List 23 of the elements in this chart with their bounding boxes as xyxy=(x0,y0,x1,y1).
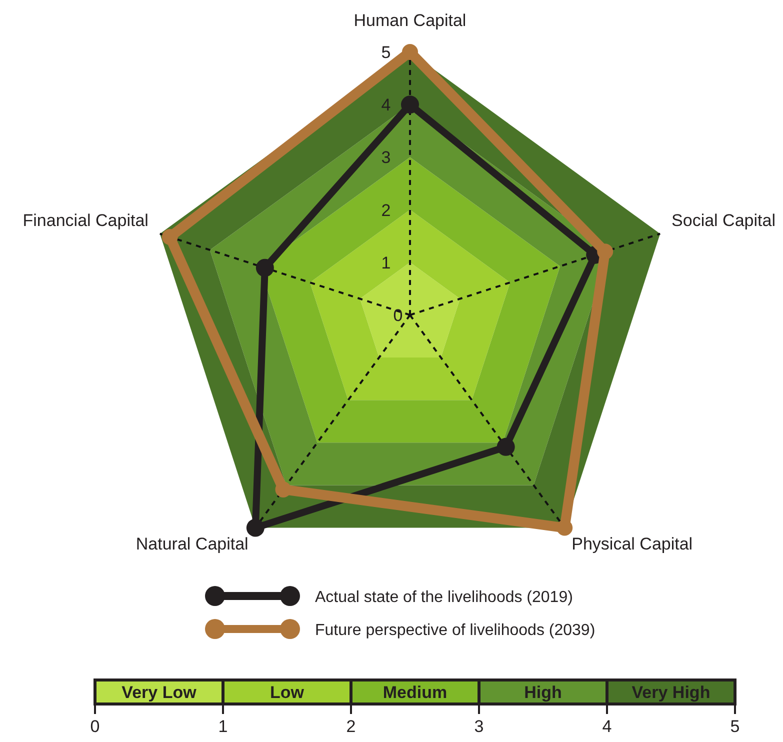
x-tick-label: 0 xyxy=(90,717,100,736)
series-label: Low xyxy=(270,683,305,702)
x-tick-label: 1 xyxy=(218,717,228,736)
x-tick-label: 4 xyxy=(602,717,612,736)
spoke-label: Financial Capital xyxy=(22,211,148,230)
series-label: High xyxy=(524,683,562,702)
y-tick-label: 5 xyxy=(381,43,391,62)
y-tick-label: 2 xyxy=(381,200,391,220)
legend-label: Actual state of the livelihoods (2019) xyxy=(315,589,573,606)
legend-label: Future perspective of livelihoods (2039) xyxy=(315,622,596,639)
x-tick-label: 3 xyxy=(474,717,484,736)
x-tick-label: 2 xyxy=(346,717,356,736)
x-tick-label: 5 xyxy=(730,717,740,736)
y-tick-label: 1 xyxy=(381,253,391,272)
series-label: Very High xyxy=(632,683,710,702)
series-label: Very Low xyxy=(122,683,198,702)
spoke-label: Human Capital xyxy=(354,11,466,30)
y-tick-label: 3 xyxy=(381,148,391,168)
spoke-label: Physical Capital xyxy=(572,534,693,554)
y-tick-label: 4 xyxy=(381,96,391,115)
series-label: Medium xyxy=(382,683,448,702)
spoke-label: Natural Capital xyxy=(136,534,248,554)
spoke-label: Social Capital xyxy=(672,211,776,230)
